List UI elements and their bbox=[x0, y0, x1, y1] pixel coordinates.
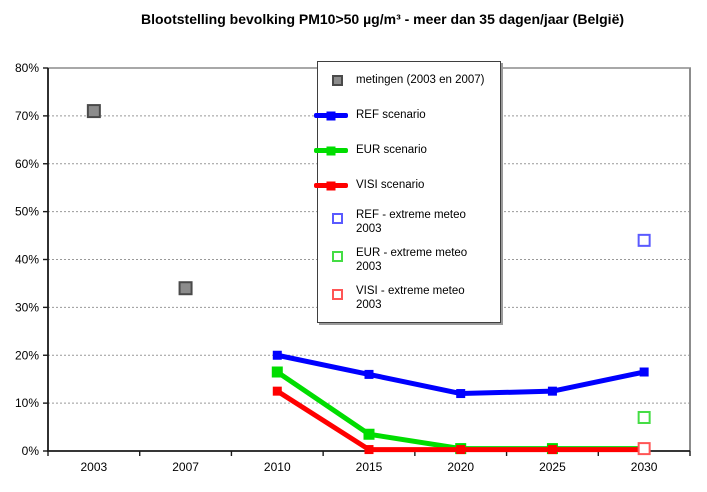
blue-line-marker-icon bbox=[314, 111, 348, 120]
legend-label: VISI - extreme meteo 2003 bbox=[356, 285, 465, 311]
gray-square-marker-icon bbox=[331, 75, 343, 86]
y-tick-label: 40% bbox=[15, 253, 39, 267]
series-visi-extreme bbox=[637, 442, 651, 456]
red-open-square-marker-icon bbox=[331, 289, 343, 300]
y-tick-label: 70% bbox=[15, 109, 39, 123]
legend-item-visi-scenario: VISI scenario bbox=[314, 168, 500, 203]
legend-item-eur-extreme: EUR - extreme meteo 2003 bbox=[318, 247, 500, 285]
red-line-marker-icon bbox=[314, 181, 348, 190]
x-tick-label: 2003 bbox=[81, 460, 108, 474]
y-tick-label: 30% bbox=[15, 300, 39, 314]
y-tick-label: 80% bbox=[15, 61, 39, 75]
y-tick-label: 10% bbox=[15, 396, 39, 410]
series-eur bbox=[271, 366, 650, 455]
series-eur-extreme bbox=[637, 410, 651, 424]
series-ref-extreme bbox=[637, 233, 651, 247]
blue-open-square-marker-icon bbox=[331, 213, 343, 224]
y-tick-label: 0% bbox=[22, 444, 40, 458]
visi-line bbox=[274, 388, 647, 453]
ref-line bbox=[274, 352, 647, 397]
x-axis-labels: 2003 2007 2010 2015 2020 2025 2030 bbox=[81, 460, 658, 474]
y-tick-label: 60% bbox=[15, 157, 39, 171]
green-open-square-marker-icon bbox=[331, 251, 343, 262]
x-tick-label: 2015 bbox=[356, 460, 383, 474]
legend-label: REF scenario bbox=[356, 108, 426, 121]
chart-title: Blootstelling bevolking PM10>50 µg/m³ - … bbox=[141, 11, 625, 27]
green-line-marker-icon bbox=[314, 146, 348, 155]
series-ref bbox=[272, 350, 649, 399]
y-axis-labels: 0% 10% 20% 30% 40% 50% 60% 70% 80% bbox=[15, 61, 39, 458]
legend-label: VISI scenario bbox=[356, 178, 425, 191]
axis-ticks bbox=[43, 67, 691, 456]
chart-legend: metingen (2003 en 2007) REF scenario EUR… bbox=[314, 61, 501, 323]
legend-label: metingen (2003 en 2007) bbox=[356, 73, 485, 86]
legend-item-visi-extreme: VISI - extreme meteo 2003 bbox=[318, 285, 500, 323]
legend-label: EUR scenario bbox=[356, 143, 427, 156]
legend-item-metingen: metingen (2003 en 2007) bbox=[318, 63, 500, 98]
x-tick-label: 2007 bbox=[172, 460, 199, 474]
y-tick-label: 50% bbox=[15, 205, 39, 219]
x-tick-label: 2020 bbox=[447, 460, 474, 474]
series-metingen bbox=[86, 104, 193, 296]
y-tick-label: 20% bbox=[15, 348, 39, 362]
x-tick-label: 2030 bbox=[631, 460, 658, 474]
x-tick-label: 2010 bbox=[264, 460, 291, 474]
legend-item-eur-scenario: EUR scenario bbox=[314, 133, 500, 168]
legend-label: EUR - extreme meteo 2003 bbox=[356, 247, 468, 273]
legend-item-ref-scenario: REF scenario bbox=[314, 98, 500, 133]
x-tick-label: 2025 bbox=[539, 460, 566, 474]
legend-item-ref-extreme: REF - extreme meteo 2003 bbox=[318, 209, 500, 247]
legend-label: REF - extreme meteo 2003 bbox=[356, 209, 466, 235]
